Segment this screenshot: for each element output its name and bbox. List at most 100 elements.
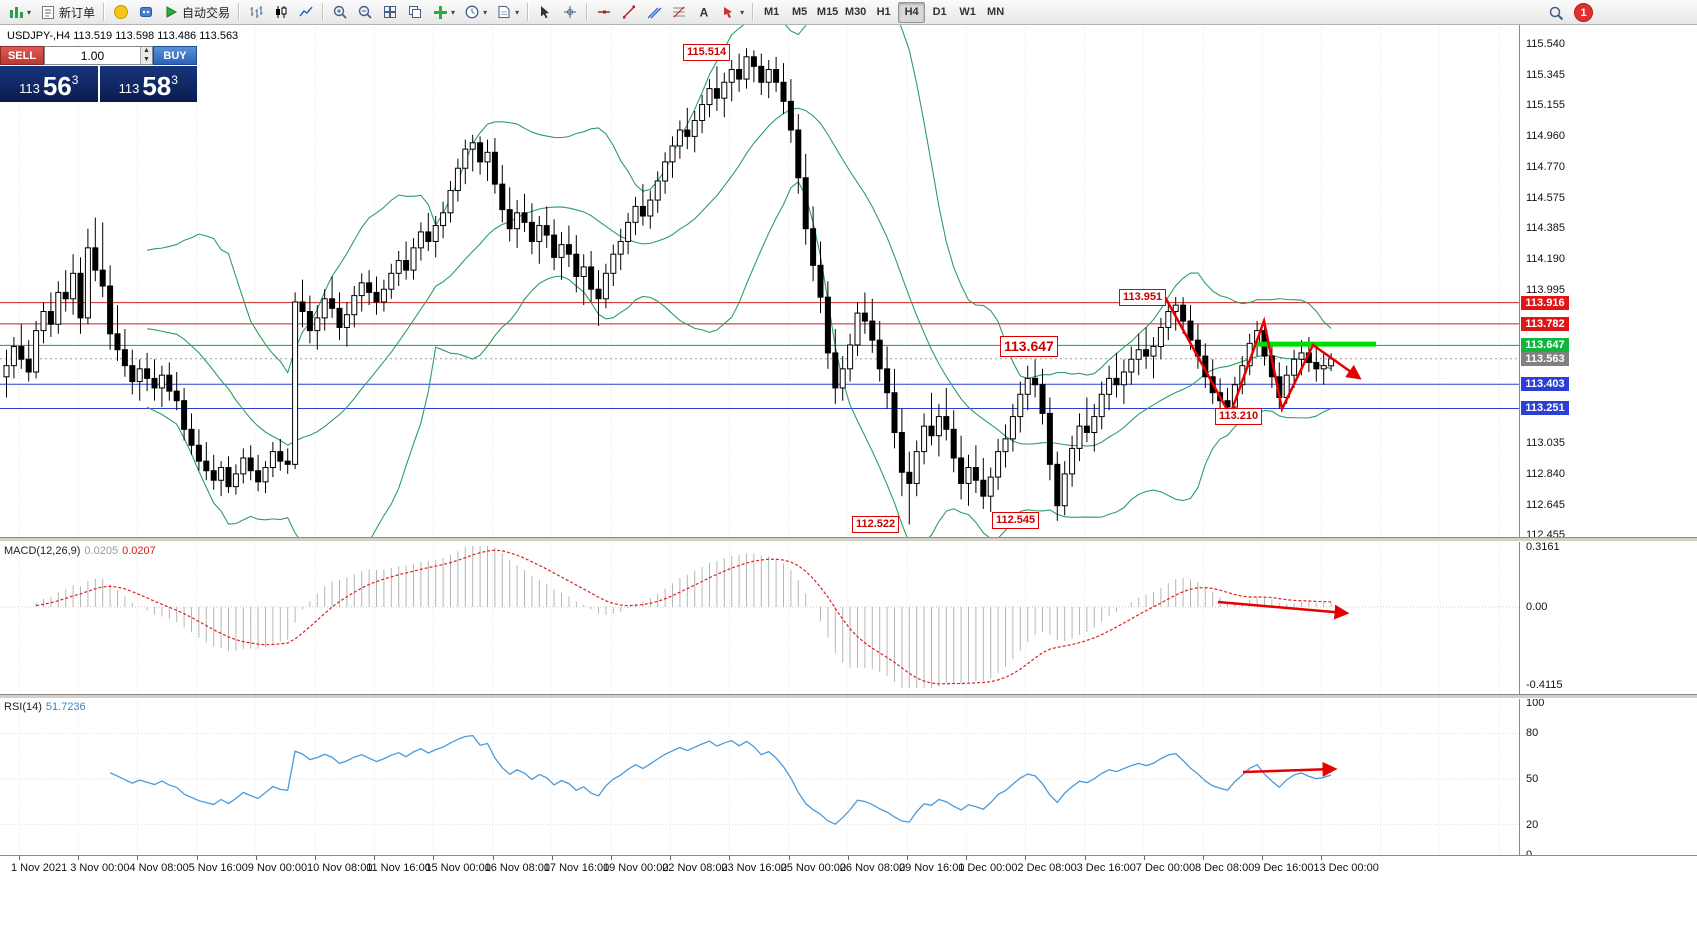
- new-order-icon: [42, 6, 55, 19]
- timeframe-button-m30[interactable]: M30: [842, 2, 869, 23]
- new-order-button[interactable]: 新订单: [36, 2, 99, 23]
- time-axis[interactable]: 1 Nov 2021 3 Nov 00:00 4 Nov 08:00 5 Nov 16…: [0, 855, 1697, 880]
- time-axis-tick: [1321, 856, 1323, 860]
- buy-price-box[interactable]: 113 58 3: [99, 66, 197, 102]
- macd-panel[interactable]: [0, 540, 1519, 694]
- main-price-chart[interactable]: [0, 24, 1519, 537]
- period-selector-button[interactable]: ▾: [460, 2, 491, 23]
- panel-divider[interactable]: [0, 694, 1697, 699]
- chevron-down-icon: ▾: [27, 7, 32, 17]
- templates-button[interactable]: ▾: [492, 2, 523, 23]
- volume-up-button[interactable]: ▲: [140, 47, 152, 56]
- timeframe-button-m5[interactable]: M5: [786, 2, 813, 23]
- price-tag-113.647: 113.647: [1521, 338, 1569, 353]
- bar-chart-icon: [250, 6, 263, 18]
- time-axis-label: 17 Nov 16:00: [543, 862, 610, 874]
- toolbar-separator: [586, 3, 589, 21]
- time-axis-tick: [78, 856, 80, 860]
- timeframe-button-mn[interactable]: MN: [982, 2, 1009, 23]
- text-tool-button[interactable]: A: [692, 2, 716, 23]
- zoom-in-button[interactable]: [328, 2, 352, 23]
- timeframe-button-m15[interactable]: M15: [814, 2, 841, 23]
- new-chart-icon: [10, 7, 23, 18]
- macd-main-value: 0.0205: [84, 545, 119, 557]
- time-axis-tick: [492, 856, 494, 860]
- time-axis-tick: [433, 856, 435, 860]
- time-axis-tick: [196, 856, 198, 860]
- price-scale-label: 112.840: [1526, 467, 1565, 480]
- arrow-objects-button[interactable]: ▾: [717, 2, 748, 23]
- hline-tool-button[interactable]: [592, 2, 616, 23]
- macd-scale-label: 0.3161: [1526, 540, 1560, 553]
- add-indicator-button[interactable]: ▾: [428, 2, 459, 23]
- sell-price-box[interactable]: 113 56 3: [0, 66, 98, 102]
- price-scale[interactable]: 115.540 115.345 115.155 114.960 114.770 114.5…: [1519, 24, 1697, 861]
- buy-price-prefix: 113: [118, 81, 140, 96]
- rsi-scale-label: 20: [1526, 818, 1539, 831]
- cursor-icon: [541, 6, 550, 19]
- time-axis-tick: [1025, 856, 1027, 860]
- buy-button[interactable]: BUY: [153, 46, 197, 65]
- timeframe-button-w1[interactable]: W1: [954, 2, 981, 23]
- volume-input[interactable]: [45, 47, 140, 64]
- time-axis-tick: [551, 856, 553, 860]
- panel-divider[interactable]: [0, 537, 1697, 542]
- time-axis-label: 4 Nov 08:00: [129, 862, 189, 874]
- trendline-tool-button[interactable]: [617, 2, 641, 23]
- cascade-windows-button[interactable]: [403, 2, 427, 23]
- fibonacci-tool-button[interactable]: [667, 2, 691, 23]
- timeframe-button-m1[interactable]: M1: [758, 2, 785, 23]
- rsi-scale-label: 50: [1526, 773, 1539, 785]
- time-axis-label: 2 Dec 08:00: [1017, 862, 1077, 874]
- autotrade-play-icon: [166, 6, 178, 18]
- cursor-tool-button[interactable]: [533, 2, 557, 23]
- timeframe-button-d1[interactable]: D1: [926, 2, 953, 23]
- channel-tool-button[interactable]: [642, 2, 666, 23]
- toolbar-separator: [103, 3, 106, 21]
- mql-community-button[interactable]: [109, 2, 133, 23]
- volume-down-button[interactable]: ▼: [140, 55, 152, 64]
- rsi-name: RSI(14): [4, 701, 42, 713]
- search-button[interactable]: [1544, 2, 1568, 23]
- zoom-out-button[interactable]: [353, 2, 377, 23]
- bar-chart-mode-button[interactable]: [244, 2, 268, 23]
- macd-signal-value: 0.0207: [122, 545, 156, 557]
- sell-price-fraction: 3: [71, 73, 79, 87]
- time-axis-label: 8 Dec 08:00: [1195, 862, 1255, 874]
- time-axis-label: 9 Dec 16:00: [1254, 862, 1314, 874]
- toolbar: ▾ 新订单 自动交易: [0, 0, 1697, 25]
- time-axis-tick: [611, 856, 612, 860]
- timeframe-group: M1 M5 M15 M30 H1 H4 D1 W1 MN: [758, 1, 1009, 23]
- tile-windows-button[interactable]: [378, 2, 402, 23]
- candlestick-mode-button[interactable]: [269, 2, 293, 23]
- timeframe-button-h4[interactable]: H4: [898, 1, 926, 23]
- one-click-trading-panel: SELL ▲ ▼ BUY 113 56 3 113 58 3: [0, 46, 197, 102]
- clock-icon: [465, 5, 479, 19]
- chevron-down-icon: ▾: [483, 7, 488, 17]
- trendline-icon: [623, 5, 636, 19]
- notification-badge[interactable]: 1: [1574, 3, 1593, 22]
- time-axis-label: 22 Nov 08:00: [662, 862, 728, 874]
- expert-advisors-button[interactable]: [134, 2, 158, 23]
- rsi-panel[interactable]: [0, 697, 1519, 855]
- time-axis-tick: [1203, 856, 1204, 860]
- crosshair-tool-button[interactable]: [558, 2, 582, 23]
- price-tag-113.563: 113.563: [1521, 351, 1569, 366]
- macd-scale-label: 0.00: [1526, 601, 1548, 613]
- time-axis-label: 10 Nov 08:00: [307, 862, 373, 874]
- time-axis-tick: [255, 856, 257, 860]
- sell-button[interactable]: SELL: [0, 46, 44, 65]
- autotrading-button[interactable]: 自动交易: [159, 2, 234, 23]
- time-axis-label: 5 Nov 16:00: [188, 862, 248, 874]
- expert-advisor-icon: [140, 7, 153, 17]
- toolbar-separator: [322, 3, 325, 21]
- time-axis-tick: [907, 856, 908, 860]
- line-chart-mode-button[interactable]: [294, 2, 318, 23]
- channel-icon: [647, 7, 662, 19]
- svg-text:A: A: [700, 6, 709, 20]
- rsi-scale-label: 100: [1526, 697, 1545, 709]
- new-chart-button[interactable]: ▾: [4, 2, 35, 23]
- timeframe-button-h1[interactable]: H1: [870, 2, 897, 23]
- time-axis-tick: [670, 856, 672, 860]
- time-axis-label: 16 Nov 08:00: [484, 862, 551, 874]
